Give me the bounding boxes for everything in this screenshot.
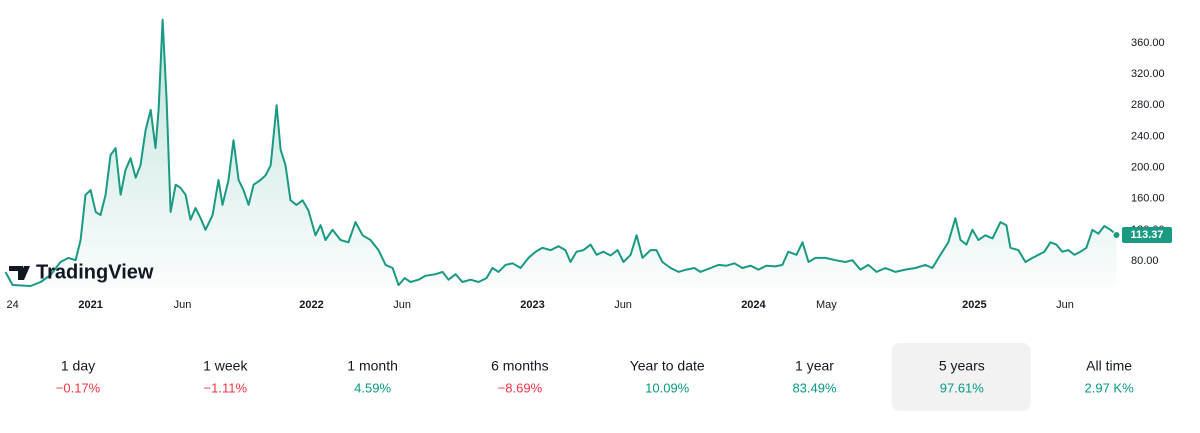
period-label: 1 week: [203, 358, 248, 374]
period-label: 1 day: [61, 358, 95, 374]
x-tick-label: Jun: [174, 299, 192, 311]
y-tick-label: 160.00: [1131, 193, 1165, 205]
period-button[interactable]: 6 months −8.69%: [491, 358, 549, 396]
line: [4, 18, 1118, 287]
y-tick-label: 360.00: [1131, 37, 1165, 49]
x-tick-label: 2025: [962, 299, 986, 311]
x-tick-label: 2022: [299, 299, 323, 311]
period-button[interactable]: Year to date 10.09%: [630, 358, 705, 396]
period-button[interactable]: 1 day −0.17%: [56, 358, 101, 396]
period-label: 1 month: [347, 358, 398, 374]
period-change: 97.61%: [940, 380, 985, 395]
last-point: [1112, 231, 1121, 240]
logo-dot: [23, 266, 29, 272]
y-tick-label: 80.00: [1131, 255, 1159, 267]
area: [5, 19, 1117, 287]
y-tick-label: 200.00: [1131, 161, 1165, 173]
x-tick-label: Jun: [1056, 299, 1074, 311]
period-button[interactable]: 1 month 4.59%: [347, 358, 398, 396]
x-tick-label: May: [816, 299, 837, 311]
selected-background: [891, 343, 1031, 411]
period-change: −1.11%: [204, 380, 248, 395]
period-label: 6 months: [491, 358, 549, 374]
period-change: 4.59%: [354, 380, 391, 395]
x-tick-label: Jun: [614, 299, 632, 311]
period-change: 2.97 K%: [1085, 380, 1135, 395]
period-change: 10.09%: [645, 380, 690, 395]
period-button[interactable]: 1 week −1.11%: [203, 358, 248, 396]
y-tick-label: 240.00: [1131, 130, 1165, 142]
x-tick-label: 24: [6, 299, 18, 311]
period-label: All time: [1086, 358, 1132, 374]
period-change: 83.49%: [792, 380, 837, 395]
logo: TradingView: [9, 261, 154, 283]
y-tick-label: 320.00: [1131, 68, 1165, 80]
period-change: −8.69%: [498, 380, 543, 395]
period-button[interactable]: All time 2.97 K%: [1085, 358, 1135, 396]
y-tick-label: 280.00: [1131, 99, 1165, 111]
logo-text: TradingView: [36, 261, 154, 283]
period-button[interactable]: 1 year 83.49%: [792, 358, 837, 396]
period-label: 1 year: [795, 358, 834, 374]
x-tick-label: 2023: [520, 299, 544, 311]
price-tag: [1122, 227, 1172, 244]
x-tick-label: 2021: [78, 299, 102, 311]
period-button[interactable]: 5 years 97.61%: [891, 343, 1031, 411]
period-bar: 1 day −0.17% 1 week −1.11% 1 month 4.59% 6 mon…: [56, 343, 1134, 411]
period-label: Year to date: [630, 358, 705, 374]
price-tag-label: 113.37: [1130, 229, 1163, 241]
plot: 80.00120.00160.00200.00240.00280.00320.0…: [4, 18, 1172, 311]
period-change: −0.17%: [56, 380, 101, 395]
period-label: 5 years: [939, 358, 985, 374]
x-tick-label: 2024: [741, 299, 766, 311]
x-tick-label: Jun: [393, 299, 411, 311]
